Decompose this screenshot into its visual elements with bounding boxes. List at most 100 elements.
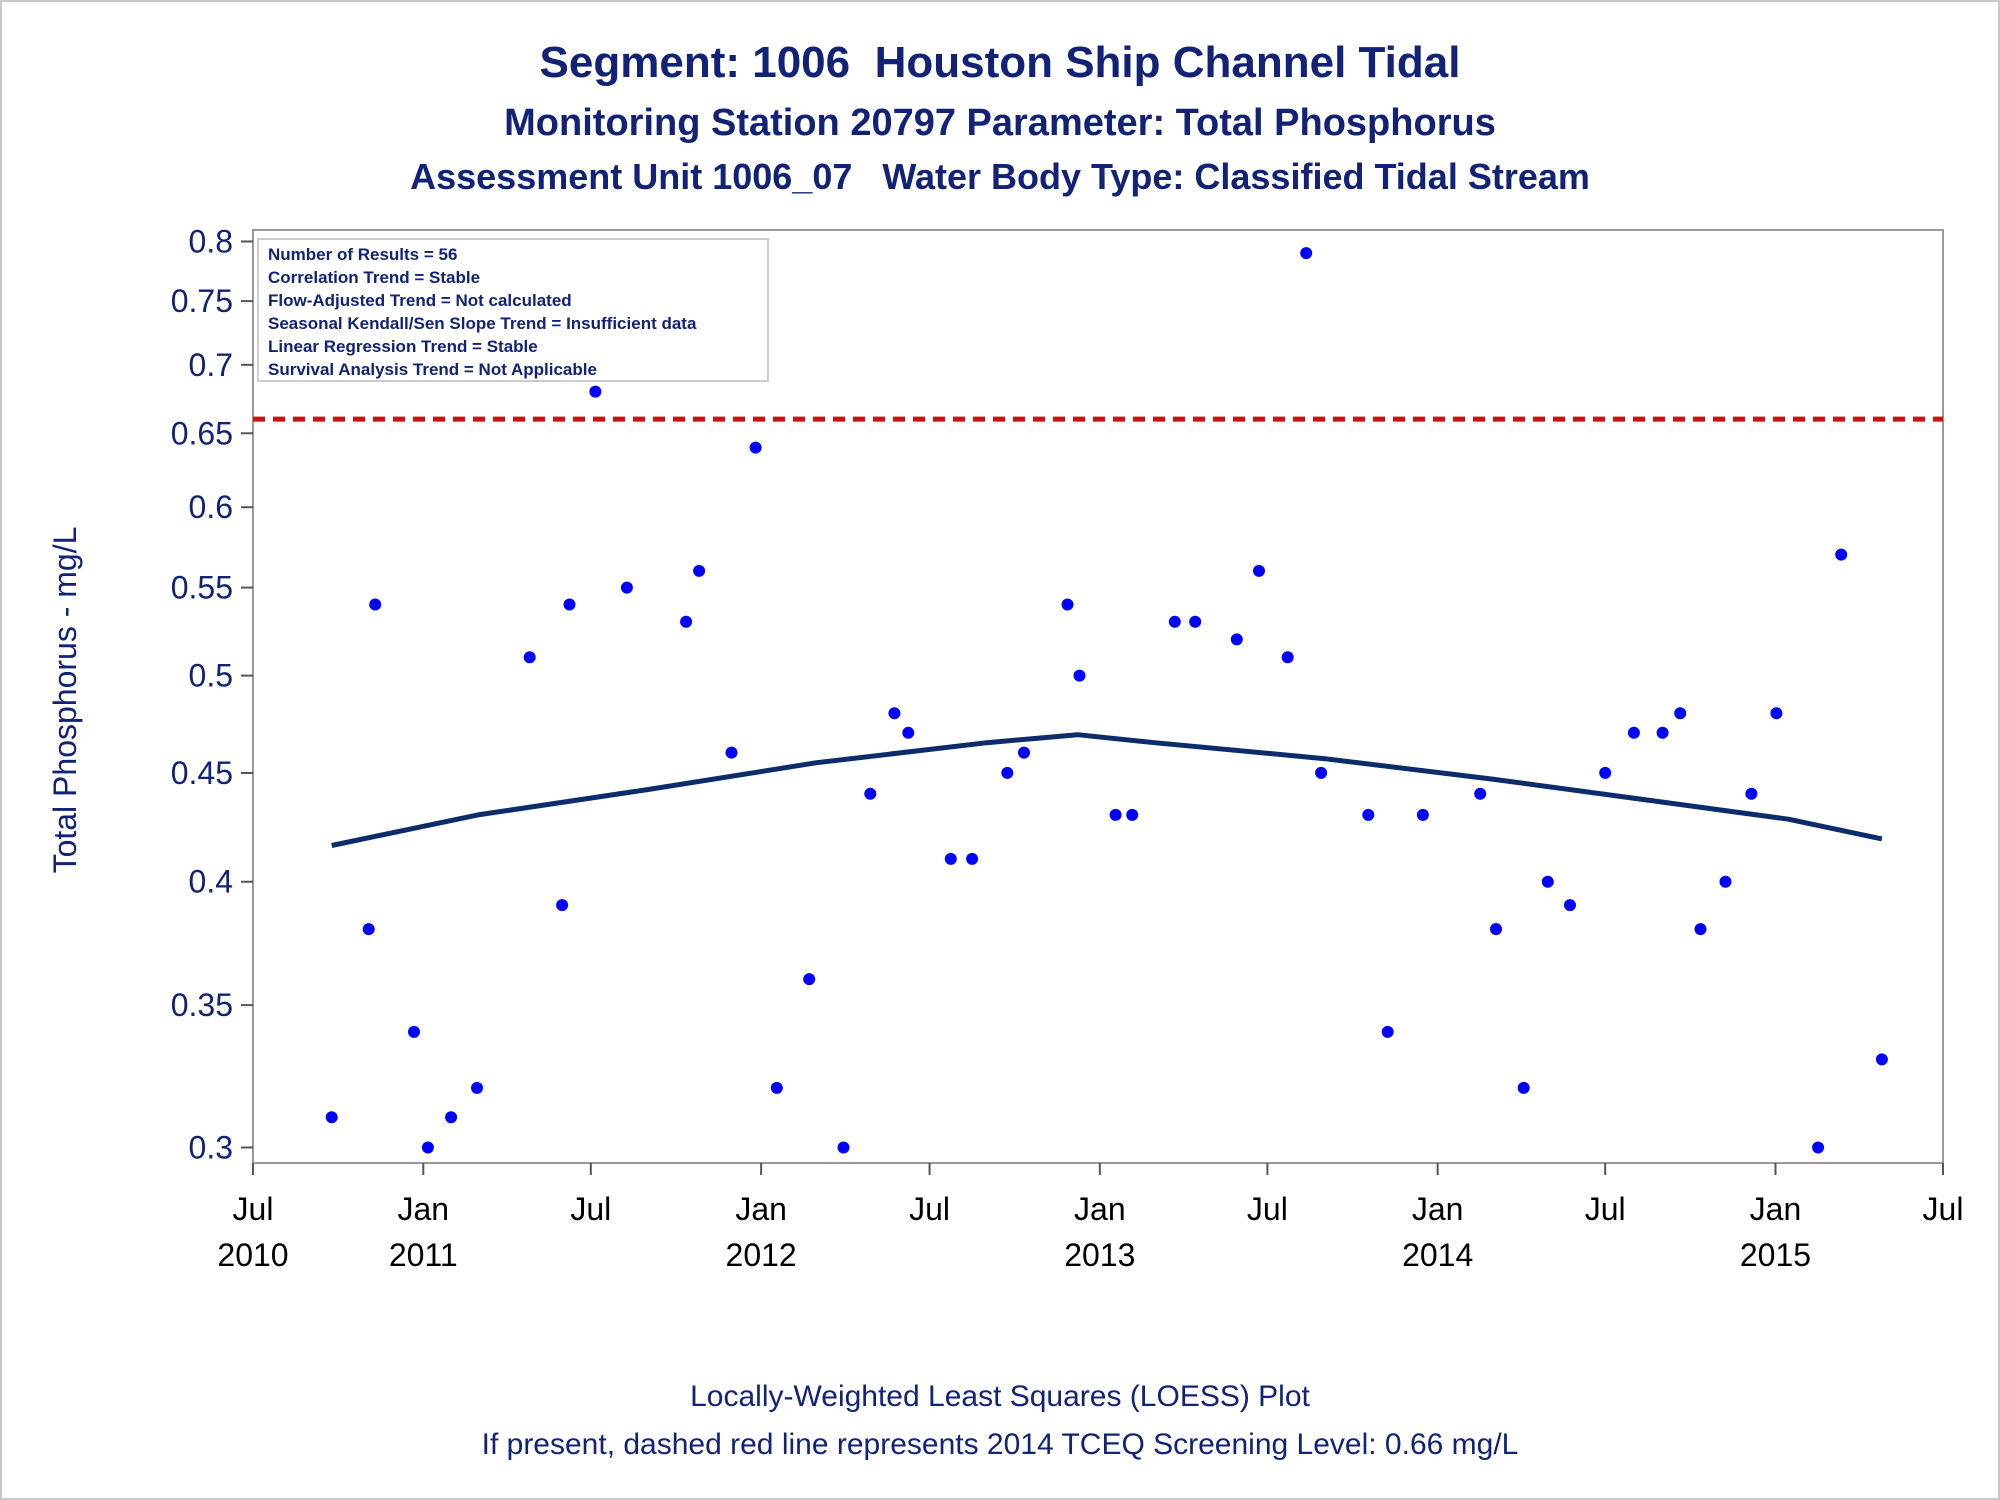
y-tick-label: 0.7 <box>189 347 233 383</box>
data-point <box>1656 726 1669 739</box>
data-point <box>1253 564 1265 577</box>
stats-box: Number of Results = 56 Correlation Trend… <box>257 238 769 382</box>
data-point <box>408 1025 420 1038</box>
x-tick-label: Jan <box>397 1191 449 1227</box>
data-point <box>902 726 915 739</box>
data-point <box>1189 615 1202 628</box>
y-tick-label: 0.8 <box>189 223 233 259</box>
data-point <box>1416 808 1429 821</box>
x-tick-year-label: 2013 <box>1064 1237 1135 1273</box>
data-point <box>1599 766 1612 779</box>
data-point <box>1001 766 1014 779</box>
data-point <box>680 615 693 628</box>
data-point <box>1745 787 1758 800</box>
data-point <box>693 564 706 577</box>
data-point <box>1541 875 1554 888</box>
data-point <box>1061 598 1074 611</box>
data-point <box>966 852 979 865</box>
data-point <box>1300 247 1313 260</box>
data-point <box>471 1081 483 1094</box>
data-point <box>1719 875 1732 888</box>
stats-line: Seasonal Kendall/Sen Slope Trend = Insuf… <box>268 314 697 333</box>
data-point <box>888 707 901 720</box>
x-tick-label: Jul <box>233 1191 274 1227</box>
data-point <box>556 899 569 912</box>
stats-line: Linear Regression Trend = Stable <box>268 337 538 356</box>
x-tick-label: Jul <box>909 1191 950 1227</box>
x-tick-label: Jul <box>1585 1191 1626 1227</box>
data-point <box>1564 899 1576 912</box>
x-tick-label: Jul <box>1247 1191 1288 1227</box>
data-point <box>620 581 633 594</box>
stats-line: Correlation Trend = Stable <box>268 268 480 287</box>
y-tick-label: 0.35 <box>171 987 233 1023</box>
y-tick-label: 0.45 <box>171 755 233 791</box>
y-tick-label: 0.65 <box>171 415 233 451</box>
stats-box-border <box>257 238 769 382</box>
data-point <box>803 973 816 986</box>
x-tick-year-label: 2010 <box>217 1237 288 1273</box>
data-point <box>1109 808 1122 821</box>
data-point <box>1362 808 1375 821</box>
data-point <box>1168 615 1181 628</box>
stats-line: Survival Analysis Trend = Not Applicable <box>268 360 597 379</box>
chart-subtitle-2: Assessment Unit 1006_07 Water Body Type:… <box>410 156 1590 197</box>
data-point <box>1812 1141 1825 1154</box>
x-tick-year-label: 2011 <box>389 1237 458 1273</box>
data-point <box>1073 669 1086 682</box>
data-point <box>362 923 375 936</box>
data-point <box>445 1111 458 1124</box>
x-tick-year-label: 2015 <box>1740 1237 1811 1273</box>
x-tick-year-label: 2012 <box>726 1237 797 1273</box>
y-tick-label: 0.5 <box>189 658 233 694</box>
x-tick-label: Jan <box>1750 1191 1802 1227</box>
x-tick-label: Jul <box>1923 1191 1964 1227</box>
data-point <box>563 598 576 611</box>
data-point <box>1126 808 1139 821</box>
chart-subtitle: Monitoring Station 20797 Parameter: Tota… <box>504 102 1496 144</box>
data-point <box>770 1081 783 1094</box>
y-tick-label: 0.75 <box>171 283 233 319</box>
data-point <box>837 1141 850 1154</box>
stats-line: Number of Results = 56 <box>268 245 457 264</box>
loess-line <box>331 732 1883 848</box>
data-point <box>1694 923 1707 936</box>
y-axis-label: Total Phosphorus - mg/L <box>47 527 83 874</box>
data-point <box>589 385 602 398</box>
x-tick-label: Jan <box>1074 1191 1126 1227</box>
data-point <box>369 598 382 611</box>
data-point <box>1835 548 1848 561</box>
data-point <box>325 1111 338 1124</box>
data-point <box>1674 707 1687 720</box>
data-point <box>1627 726 1640 739</box>
y-tick-label: 0.55 <box>171 570 233 606</box>
data-point <box>1875 1053 1888 1066</box>
y-tick-label: 0.3 <box>189 1129 233 1165</box>
x-tick-label: Jan <box>1412 1191 1464 1227</box>
footnote-1: Locally-Weighted Least Squares (LOESS) P… <box>690 1380 1310 1413</box>
data-point <box>1474 787 1487 800</box>
data-point <box>1381 1025 1394 1038</box>
footnote-2: If present, dashed red line represents 2… <box>481 1428 1519 1461</box>
x-tick-label: Jan <box>735 1191 787 1227</box>
y-tick-label: 0.6 <box>189 489 233 525</box>
data-point <box>1490 923 1502 936</box>
data-point <box>749 441 762 454</box>
y-tick-label: 0.4 <box>189 864 233 900</box>
plot-frame <box>252 229 1944 1164</box>
data-point <box>523 651 536 664</box>
x-tick-year-label: 2014 <box>1402 1237 1473 1273</box>
data-point <box>1281 651 1294 664</box>
data-point <box>1517 1081 1530 1094</box>
stats-line: Flow-Adjusted Trend = Not calculated <box>268 291 572 310</box>
data-point <box>1770 707 1783 720</box>
data-point <box>1315 766 1328 779</box>
plot-area: 0.3 0.35 0.4 0.45 0.5 0.55 0.6 0.65 0.7 0.75 0.8 Ju… <box>171 223 1964 1273</box>
data-point <box>725 746 738 759</box>
data-point <box>1230 633 1243 646</box>
chart-title: Segment: 1006 Houston Ship Channel Tidal <box>539 38 1461 87</box>
data-point <box>1018 746 1030 759</box>
data-point <box>944 852 957 865</box>
x-tick-label: Jul <box>570 1191 611 1227</box>
